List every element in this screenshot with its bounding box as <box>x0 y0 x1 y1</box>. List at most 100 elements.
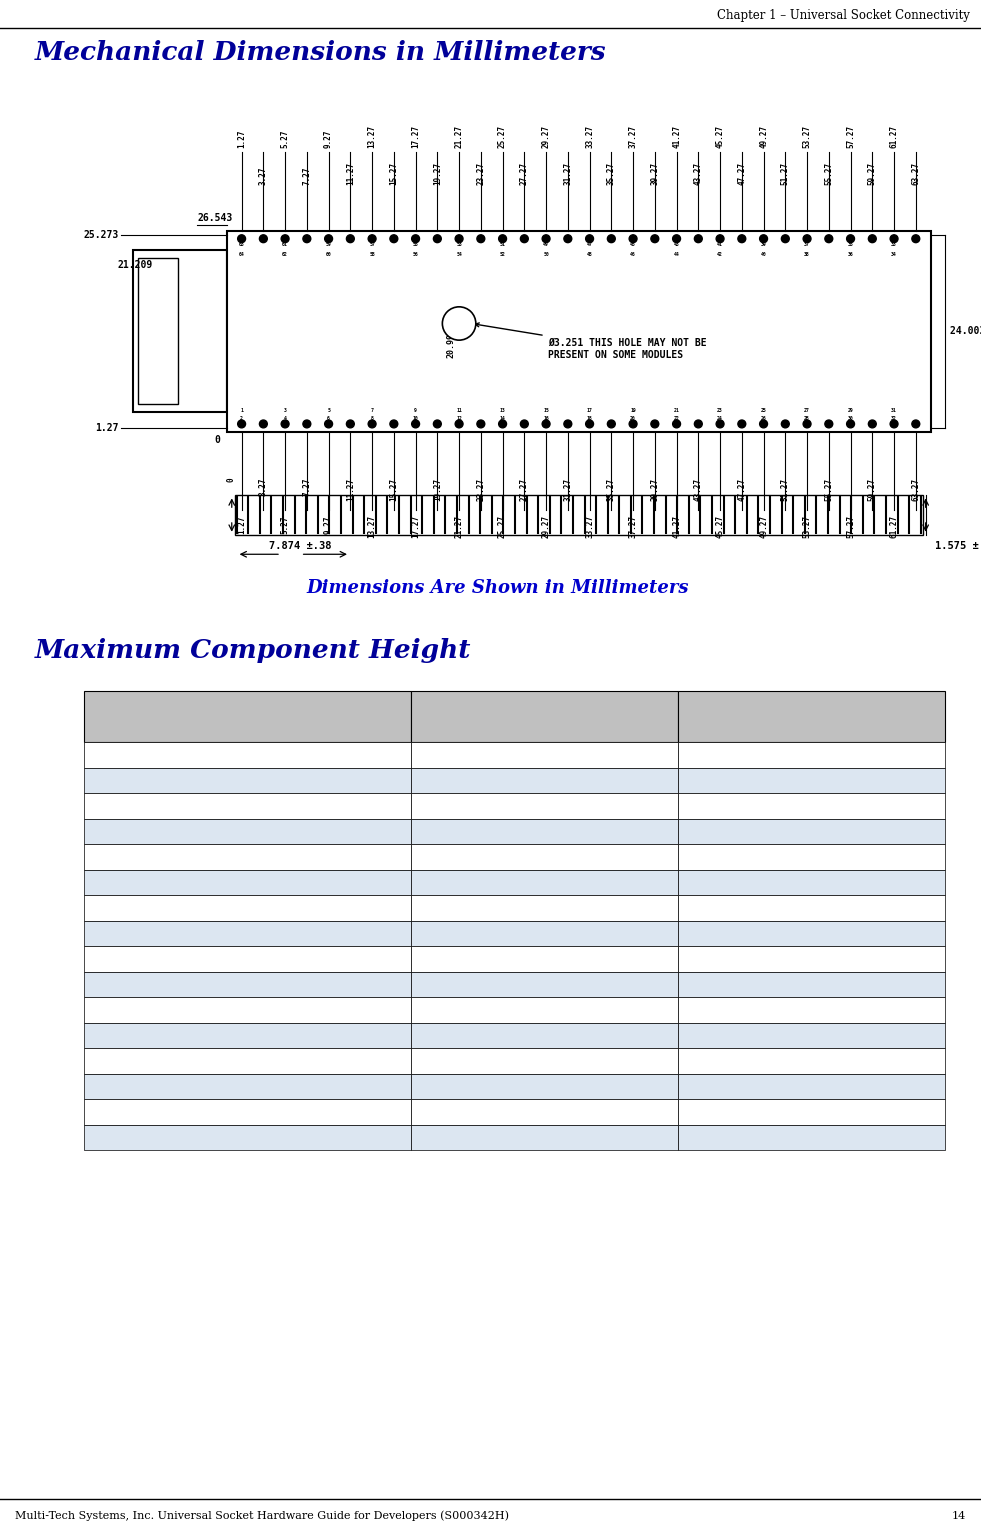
Text: 45: 45 <box>630 242 636 248</box>
Text: Ø3.251 THIS HOLE MAY NOT BE
PRESENT ON SOME MODULES: Ø3.251 THIS HOLE MAY NOT BE PRESENT ON S… <box>475 323 706 360</box>
Circle shape <box>782 234 790 243</box>
Text: 1.27: 1.27 <box>237 129 246 147</box>
Bar <box>678 742 946 768</box>
Text: 54: 54 <box>456 252 462 257</box>
Bar <box>411 845 678 869</box>
Circle shape <box>803 421 811 428</box>
Bar <box>227 231 931 431</box>
Bar <box>84 946 411 972</box>
Text: 3.27: 3.27 <box>259 477 268 496</box>
Circle shape <box>455 421 463 428</box>
Circle shape <box>542 234 550 243</box>
Circle shape <box>346 234 354 243</box>
Text: 23: 23 <box>717 407 723 413</box>
Text: 23.27: 23.27 <box>477 477 486 500</box>
Bar <box>678 1074 946 1099</box>
Circle shape <box>434 234 441 243</box>
Text: SocketEthernet IP – MTXCSEM: SocketEthernet IP – MTXCSEM <box>91 955 279 964</box>
Bar <box>678 794 946 819</box>
Bar <box>84 921 411 946</box>
Circle shape <box>442 308 476 340</box>
Text: 26: 26 <box>760 416 766 421</box>
Bar <box>84 998 411 1022</box>
Bar <box>411 1022 678 1048</box>
Text: 34: 34 <box>891 252 897 257</box>
Text: 3.27: 3.27 <box>259 167 268 185</box>
Circle shape <box>434 421 441 428</box>
Text: 59: 59 <box>326 242 332 248</box>
Text: 19.27: 19.27 <box>433 477 441 500</box>
Text: SocketModem GPRS – MTSMC-G: SocketModem GPRS – MTSMC-G <box>91 1030 289 1040</box>
Circle shape <box>673 421 681 428</box>
Text: Dimensions Are Shown in Millimeters: Dimensions Are Shown in Millimeters <box>306 578 689 597</box>
Text: 64: 64 <box>238 252 244 257</box>
Text: 56: 56 <box>413 252 419 257</box>
Circle shape <box>759 421 767 428</box>
Text: SocketModem ISDN – MT128SMI: SocketModem ISDN – MT128SMI <box>91 1005 291 1014</box>
Circle shape <box>542 421 550 428</box>
Text: SocketModem – MT5656SMI: SocketModem – MT5656SMI <box>91 776 265 785</box>
Bar <box>411 998 678 1022</box>
Text: .177 inches (4.495 mm): .177 inches (4.495 mm) <box>418 852 566 861</box>
Circle shape <box>455 234 463 243</box>
Text: 24: 24 <box>717 416 723 421</box>
Text: 49.27: 49.27 <box>759 124 768 147</box>
Text: 25.273: 25.273 <box>83 230 119 240</box>
Text: 15: 15 <box>543 407 549 413</box>
Bar <box>411 1099 678 1125</box>
Text: 43.27: 43.27 <box>694 477 702 500</box>
Text: 7: 7 <box>371 407 374 413</box>
Text: 46: 46 <box>630 252 636 257</box>
Text: .110 inches (2.794 mm): .110 inches (2.794 mm) <box>686 750 833 760</box>
Text: NA: NA <box>686 1132 703 1143</box>
Bar <box>84 1074 411 1099</box>
Text: .299 Inches (7.594 mm): .299 Inches (7.594 mm) <box>418 1005 567 1014</box>
Text: 27.27: 27.27 <box>520 477 529 500</box>
Bar <box>411 869 678 895</box>
Text: NA: NA <box>686 1106 703 1117</box>
Text: .153 inches (3.886 mm): .153 inches (3.886 mm) <box>418 1030 566 1040</box>
Circle shape <box>282 234 289 243</box>
Text: 52: 52 <box>499 252 505 257</box>
Bar <box>84 1048 411 1074</box>
Circle shape <box>912 421 920 428</box>
Circle shape <box>716 421 724 428</box>
Bar <box>678 1022 946 1048</box>
Text: 31: 31 <box>891 407 897 413</box>
Text: SocketModem – MT5600SMI: SocketModem – MT5600SMI <box>91 750 265 760</box>
Text: 1: 1 <box>240 407 243 413</box>
Text: 35.27: 35.27 <box>607 477 616 500</box>
Text: SocketModem – MT5634SMI: SocketModem – MT5634SMI <box>91 802 265 811</box>
Bar <box>84 1022 411 1048</box>
Circle shape <box>586 421 594 428</box>
Bar <box>678 921 946 946</box>
Text: 33.27: 33.27 <box>585 516 594 539</box>
Circle shape <box>759 234 767 243</box>
Bar <box>84 972 411 998</box>
Text: 7.27: 7.27 <box>302 167 311 185</box>
Text: .315 inches (8.001 mm): .315 inches (8.001 mm) <box>418 955 566 964</box>
Text: 37.27: 37.27 <box>629 124 638 147</box>
Text: 25.27: 25.27 <box>498 516 507 539</box>
Text: 61.27: 61.27 <box>890 516 899 539</box>
Circle shape <box>825 421 833 428</box>
Bar <box>678 998 946 1022</box>
Text: 14: 14 <box>499 416 505 421</box>
Circle shape <box>325 421 333 428</box>
Text: 15.27: 15.27 <box>389 162 398 185</box>
Text: 55.27: 55.27 <box>824 477 833 500</box>
Text: 27.27: 27.27 <box>520 162 529 185</box>
Bar <box>84 1125 411 1151</box>
Text: .253 inches (6.426 mm): .253 inches (6.426 mm) <box>418 1082 566 1091</box>
Text: .202 inches (5.130 mm): .202 inches (5.130 mm) <box>418 1106 566 1117</box>
Text: 55.27: 55.27 <box>824 162 833 185</box>
Bar <box>411 1125 678 1151</box>
Text: 9.27: 9.27 <box>324 129 334 147</box>
Text: 17.27: 17.27 <box>411 124 420 147</box>
Text: .212 inches (5.384 mm): .212 inches (5.384 mm) <box>418 878 566 887</box>
Text: SocketEthernet IP – MT100SEM: SocketEthernet IP – MT100SEM <box>91 979 285 990</box>
Text: Product: Product <box>91 711 140 722</box>
Bar <box>84 845 411 869</box>
Bar <box>678 895 946 921</box>
Bar <box>234 496 923 534</box>
